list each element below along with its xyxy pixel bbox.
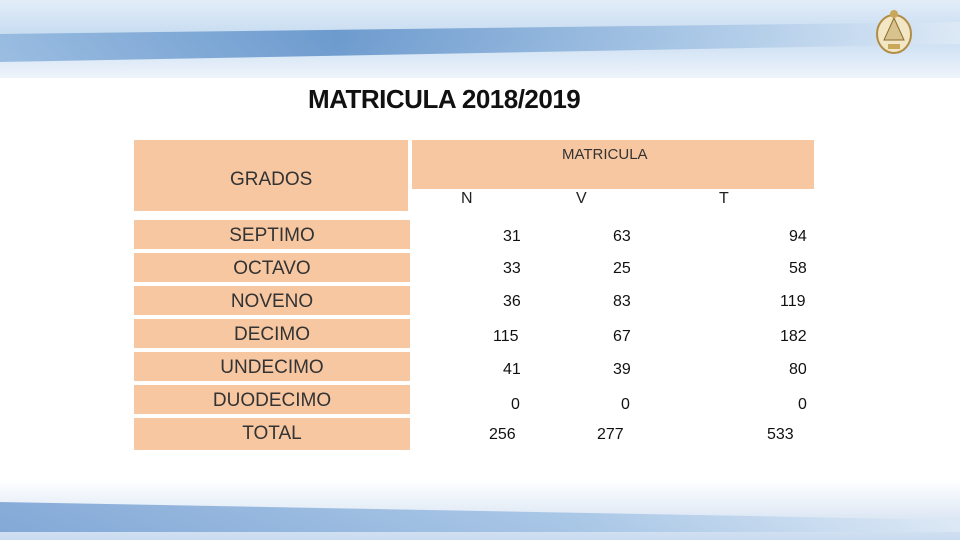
cell-t: 80 (789, 361, 807, 378)
cell-v: 25 (613, 260, 631, 277)
row-grado-octavo: OCTAVO (134, 251, 410, 282)
cell-n: 0 (511, 396, 520, 413)
matricula-header-label: MATRICULA (562, 146, 648, 163)
matricula-header: MATRICULA (412, 140, 814, 189)
page-title: MATRICULA 2018/2019 (308, 84, 581, 114)
cell-v: 39 (613, 361, 631, 378)
row-grado-duodecimo: DUODECIMO (134, 383, 410, 414)
cell-v-total: 277 (597, 426, 624, 443)
national-seal-icon (876, 10, 912, 54)
row-grado-septimo: SEPTIMO (134, 218, 410, 249)
cell-t: 119 (780, 293, 806, 310)
cell-t: 94 (789, 228, 807, 245)
row-grado-total: TOTAL (134, 416, 410, 450)
table-row: 36 83 119 (414, 284, 814, 317)
row-grado-noveno: NOVENO (134, 284, 410, 315)
cell-v: 67 (613, 328, 631, 345)
cell-t: 182 (780, 328, 807, 345)
table-row: 41 39 80 (414, 350, 814, 383)
cell-v: 0 (621, 396, 630, 413)
column-header-t: T (719, 190, 729, 207)
row-grado-decimo: DECIMO (134, 317, 410, 348)
cell-n: 36 (503, 293, 521, 310)
row-grado-undecimo: UNDECIMO (134, 350, 410, 381)
table-row-total: 256 277 533 (414, 416, 814, 450)
table-row: 0 0 0 (414, 383, 814, 416)
cell-v: 63 (613, 228, 631, 245)
cell-v: 83 (613, 293, 631, 310)
cell-n: 41 (503, 361, 521, 378)
table-row: 31 63 94 (414, 218, 814, 251)
column-header-n: N (461, 190, 473, 207)
cell-n: 33 (503, 260, 521, 277)
cell-t: 58 (789, 260, 807, 277)
column-header-v: V (576, 190, 587, 207)
grados-header-label: GRADOS (230, 169, 313, 190)
grados-header: GRADOS (134, 140, 410, 214)
cell-n-total: 256 (489, 426, 516, 443)
table-row: 33 25 58 (414, 251, 814, 284)
cell-n: 31 (503, 228, 521, 245)
table-row: 115 67 182 (414, 317, 814, 350)
cell-n: 115 (493, 328, 519, 345)
cell-t: 0 (798, 396, 807, 413)
cell-t-total: 533 (767, 426, 794, 443)
